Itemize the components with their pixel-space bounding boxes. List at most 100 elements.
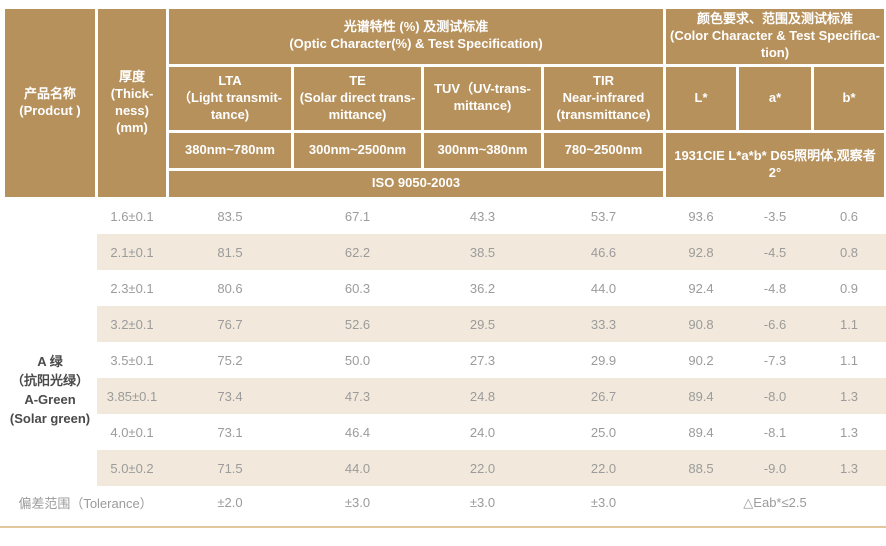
- b-cell: 1.3: [839, 424, 859, 440]
- tuv-cell: 24.0: [469, 424, 496, 440]
- a-cell: -9.0: [737, 450, 813, 487]
- table-body: A 绿 （抗阳光绿） A-Green (Solar green) 1.6±0.1…: [3, 198, 886, 520]
- b-cell: 1.1: [812, 306, 886, 343]
- te-cell: 60.3: [344, 280, 371, 296]
- thickness-cell: 2.3±0.1: [110, 280, 154, 296]
- header-col-l: L*: [663, 63, 739, 133]
- header-cie-standard: 1931CIE L*a*b* D65照明体,观察者2°: [662, 129, 886, 200]
- product-label: A 绿 （抗阳光绿） A-Green (Solar green): [9, 354, 91, 426]
- tuv-cell: 22.0: [422, 450, 543, 487]
- header-col-lta: LTA （Light transmit- tance): [166, 63, 294, 133]
- header-iso-row: ISO 9050-2003: [4, 167, 886, 200]
- l-cell: 89.4: [688, 424, 714, 440]
- lta-cell: 81.5: [167, 234, 293, 271]
- b-cell: 1.3: [812, 378, 886, 415]
- te-cell: 67.1: [344, 209, 371, 225]
- te-cell: 52.6: [292, 306, 423, 343]
- header-columns-row: LTA （Light transmit- tance) TE (Solar di…: [4, 63, 886, 133]
- a-cell: -8.0: [737, 378, 813, 415]
- thickness-cell: 1.6±0.1: [110, 209, 154, 225]
- header-col-a: a*: [736, 63, 814, 133]
- tir-cell: 22.0: [542, 450, 665, 487]
- lta-cell: 73.4: [167, 378, 293, 415]
- table-row: 4.0±0.1 73.1 46.4 24.0 25.0 89.4 -8.1 1.…: [4, 414, 886, 450]
- tolerance-tir: ±3.0: [542, 486, 665, 520]
- te-cell: 44.0: [292, 450, 423, 487]
- tuv-cell: 24.8: [422, 378, 543, 415]
- header-col-te: TE (Solar direct trans- mittance): [291, 63, 424, 133]
- tolerance-lab: △Eab*≤2.5: [664, 486, 886, 520]
- b-cell: 1.3: [812, 450, 886, 487]
- b-cell: 0.9: [839, 280, 859, 296]
- te-cell: 62.2: [292, 234, 423, 271]
- te-cell: 47.3: [292, 378, 423, 415]
- thickness-cell: 3.85±0.1: [96, 378, 168, 415]
- header-color-group: 颜色要求、范围及测试标准 (Color Character & Test Spe…: [662, 6, 886, 67]
- te-cell: 50.0: [344, 352, 371, 368]
- header-group-row: 产品名称 (Prodcut ) 厚度 (Thick- ness) (mm) 光谱…: [2, 6, 886, 200]
- header-range-row: 380nm~780nm 300nm~2500nm 300nm~380nm 780…: [4, 129, 886, 200]
- l-cell: 92.8: [664, 234, 738, 271]
- lta-cell: 73.1: [217, 424, 243, 440]
- l-cell: 92.4: [688, 280, 714, 296]
- table-row: 5.0±0.2 71.5 44.0 22.0 22.0 88.5 -9.0 1.…: [4, 450, 886, 487]
- tolerance-tuv: ±3.0: [422, 486, 543, 520]
- thickness-cell: 3.2±0.1: [96, 306, 168, 343]
- range-tir: 780~2500nm: [541, 129, 666, 171]
- a-cell: -6.6: [737, 306, 813, 343]
- table-row: A 绿 （抗阳光绿） A-Green (Solar green) 1.6±0.1…: [3, 198, 886, 487]
- tuv-cell: 29.5: [422, 306, 543, 343]
- lta-cell: 76.7: [167, 306, 293, 343]
- table-header: 产品名称 (Prodcut ) 厚度 (Thick- ness) (mm) 光谱…: [2, 6, 886, 200]
- lta-cell: 75.2: [217, 352, 243, 368]
- a-cell: -4.8: [763, 280, 787, 296]
- l-cell: 88.5: [664, 450, 738, 487]
- tir-cell: 29.9: [590, 352, 617, 368]
- table-row: 2.1±0.1 81.5 62.2 38.5 46.6 92.8 -4.5 0.…: [4, 234, 886, 271]
- l-cell: 90.2: [688, 352, 714, 368]
- b-cell: 0.6: [839, 209, 859, 225]
- b-cell: 1.1: [839, 352, 859, 368]
- range-te: 300nm~2500nm: [291, 129, 424, 171]
- lta-cell: 71.5: [167, 450, 293, 487]
- l-cell: 89.4: [664, 378, 738, 415]
- tir-cell: 25.0: [590, 424, 617, 440]
- table-row: 3.85±0.1 73.4 47.3 24.8 26.7 89.4 -8.0 1…: [4, 378, 886, 415]
- lta-cell: 83.5: [217, 209, 243, 225]
- header-col-b: b*: [810, 63, 886, 133]
- range-tuv: 300nm~380nm: [421, 129, 544, 171]
- tuv-cell: 38.5: [422, 234, 543, 271]
- a-cell: -7.3: [763, 352, 787, 368]
- a-cell: -3.5: [763, 209, 787, 225]
- tuv-cell: 27.3: [469, 352, 496, 368]
- l-cell: 93.6: [688, 209, 714, 225]
- a-cell: -4.5: [737, 234, 813, 271]
- header-thickness: 厚度 (Thick- ness) (mm): [95, 6, 169, 200]
- header-col-tir: TIR Near-infrared (transmittance): [541, 63, 666, 133]
- table-row: 2.3±0.1 80.6 60.3 36.2 44.0 92.4 -4.8 0.…: [4, 270, 886, 306]
- header-iso-standard: ISO 9050-2003: [166, 167, 666, 200]
- header-optic-group: 光谱特性 (%) 及测试标准 (Optic Character(%) & Tes…: [166, 6, 666, 67]
- l-cell: 90.8: [664, 306, 738, 343]
- tir-cell: 26.7: [542, 378, 665, 415]
- thickness-cell: 3.5±0.1: [110, 352, 154, 368]
- te-cell: 46.4: [344, 424, 371, 440]
- range-lta: 380nm~780nm: [166, 129, 294, 171]
- product-name-cell: A 绿 （抗阳光绿） A-Green (Solar green): [3, 198, 97, 487]
- tolerance-label: 偏差范围（Tolerance）: [3, 486, 168, 520]
- bottom-divider: [0, 526, 886, 529]
- tuv-cell: 43.3: [469, 209, 496, 225]
- header-product: 产品名称 (Prodcut ): [2, 6, 98, 200]
- b-cell: 0.8: [812, 234, 886, 271]
- tuv-cell: 36.2: [469, 280, 496, 296]
- a-cell: -8.1: [763, 424, 787, 440]
- spec-table: 产品名称 (Prodcut ) 厚度 (Thick- ness) (mm) 光谱…: [2, 6, 886, 520]
- tolerance-row: 偏差范围（Tolerance） ±2.0 ±3.0 ±3.0 ±3.0 △Eab…: [3, 486, 886, 520]
- tir-cell: 33.3: [542, 306, 665, 343]
- tir-cell: 44.0: [590, 280, 617, 296]
- page: 产品名称 (Prodcut ) 厚度 (Thick- ness) (mm) 光谱…: [0, 6, 886, 529]
- thickness-cell: 4.0±0.1: [110, 424, 154, 440]
- thickness-cell: 2.1±0.1: [96, 234, 168, 271]
- thickness-cell: 5.0±0.2: [96, 450, 168, 487]
- tolerance-te: ±3.0: [292, 486, 423, 520]
